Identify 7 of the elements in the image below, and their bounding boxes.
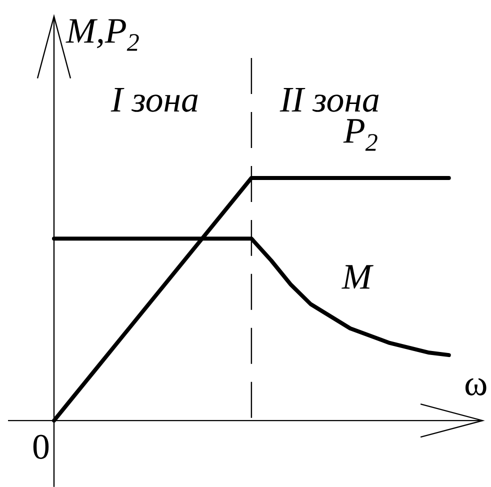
text: II зона [280, 88, 379, 112]
text: 0 [33, 434, 49, 459]
series-label: M [342, 264, 374, 288]
series-label: P$_{2}$ [343, 118, 378, 150]
y-axis-title: M,P$_{2}$ [66, 18, 139, 51]
x-axis-title: ω [465, 378, 486, 396]
text: I зона [110, 88, 198, 112]
